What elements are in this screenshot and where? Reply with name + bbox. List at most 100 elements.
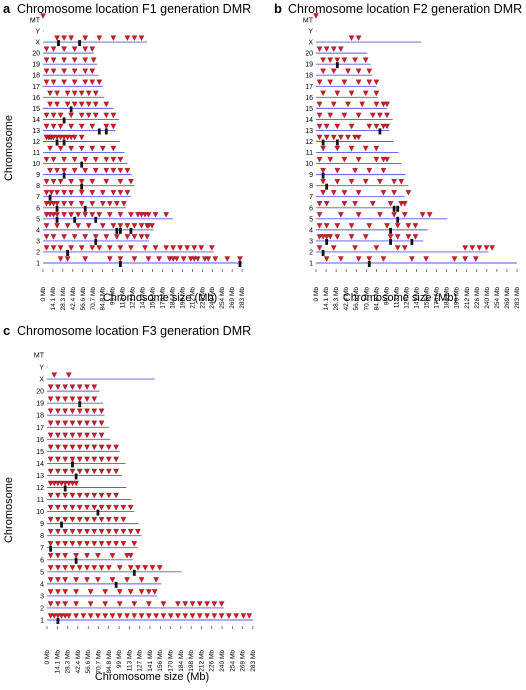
panel-a-x-axis-title: Chromosome size (Mb): [103, 292, 217, 304]
dmr-cluster-c-9-0: [60, 521, 63, 528]
dmr-marker-a-20-3: [71, 46, 78, 52]
dmr-marker-b-10-3: [355, 156, 362, 163]
dmr-marker-b-7-6: [405, 190, 412, 196]
dmr-marker-c-14-0: [47, 456, 54, 463]
dmr-marker-c-12-3: [58, 480, 65, 487]
dmr-marker-c-15-3: [69, 444, 76, 451]
dmr-marker-c-18-1: [55, 408, 61, 415]
dmr-marker-c-13-9: [113, 468, 119, 475]
dmr-marker-a-3-5: [92, 234, 99, 240]
dmr-cluster-c-1-0: [56, 618, 60, 624]
dmr-marker-c-2-6: [116, 601, 123, 607]
dmr-marker-c-1-19: [167, 613, 174, 619]
chromosome-label-a-3: 3: [36, 238, 40, 245]
dmr-marker-b-6-3: [352, 201, 358, 207]
dmr-marker-c-7-1: [55, 541, 61, 547]
dmr-marker-c-12-2: [55, 480, 61, 487]
chromosome-label-a-18: 18: [32, 73, 40, 80]
dmr-marker-c-1-8: [87, 613, 94, 619]
chromosome-label-c-14: 14: [36, 461, 44, 468]
chromosome-label-a-Y: Y: [35, 29, 40, 36]
dmr-marker-c-4-5: [95, 577, 101, 583]
dmr-marker-c-14-6: [91, 456, 98, 463]
x-tick-label-b-19: 269 Mb: [504, 287, 511, 309]
x-tick-label-b-9: 127 Mb: [403, 287, 410, 309]
dmr-marker-c-11-6: [91, 492, 98, 499]
dmr-marker-c-7-7: [98, 541, 105, 547]
dmr-marker-a-12-4: [50, 134, 57, 141]
dmr-marker-a-2-18: [208, 245, 215, 251]
dmr-marker-c-5-7: [98, 565, 105, 571]
dmr-marker-c-17-3: [69, 420, 76, 427]
dmr-marker-c-7-8: [105, 541, 112, 547]
dmr-marker-b-4-6: [394, 223, 401, 229]
dmr-marker-b-12-0: [316, 134, 323, 141]
dmr-marker-a-19-0: [43, 57, 50, 64]
dmr-marker-c-6-5: [95, 553, 101, 559]
dmr-marker-a-14-7: [103, 112, 110, 119]
dmr-cluster-a-13-1: [104, 128, 108, 135]
dmr-cluster-b-9-0: [321, 172, 325, 179]
dmr-marker-a-4-8: [124, 223, 131, 229]
chromosome-label-c-10: 10: [36, 509, 44, 516]
dmr-marker-a-1-1: [64, 256, 71, 262]
dmr-marker-a-7-0: [43, 190, 50, 196]
dmr-marker-c-8-12: [135, 529, 141, 535]
chromosome-label-c-20: 20: [36, 389, 44, 396]
x-tick-label-c-3: 42.4 Mb: [75, 650, 82, 674]
dmr-marker-c-7-10: [120, 541, 127, 547]
chromosome-label-b-8: 8: [309, 183, 313, 190]
dmr-marker-a-2-10: [142, 245, 148, 251]
x-tick-label-c-12: 170 Mb: [168, 650, 175, 672]
dmr-marker-b-13-3: [348, 123, 355, 130]
dmr-marker-b-5-1: [338, 212, 344, 218]
dmr-marker-b-5-6: [419, 212, 426, 218]
dmr-marker-a-11-3: [78, 145, 85, 152]
x-tick-label-c-16: 226 Mb: [209, 650, 216, 672]
dmr-cluster-a-12-0: [55, 139, 59, 146]
dmr-marker-b-14-1: [327, 112, 334, 119]
dmr-cluster-a-6-1: [83, 205, 87, 212]
dmr-cluster-a-5-2: [94, 216, 98, 223]
dmr-marker-a-6-11: [121, 201, 127, 207]
panel-c-x-axis-title: Chromosome size (Mb): [95, 671, 209, 683]
dmr-marker-a-8-6: [103, 179, 110, 185]
dmr-marker-b-14-5: [377, 112, 383, 119]
chromosome-label-c-11: 11: [37, 497, 44, 504]
dmr-marker-a-5-5: [68, 212, 74, 218]
dmr-marker-b-3-6: [362, 234, 369, 240]
x-tick-label-a-11: 156 Mb: [149, 287, 156, 309]
dmr-marker-a-12-7: [61, 134, 67, 141]
dmr-marker-c-15-7: [98, 444, 105, 451]
dmr-marker-c-9-9: [113, 516, 119, 523]
panel-c-letter: c: [3, 323, 10, 338]
chromosome-label-b-19: 19: [305, 62, 313, 69]
dmr-marker-c-10-11: [127, 504, 134, 511]
dmr-marker-a-X-6: [124, 35, 131, 41]
dmr-marker-a-2-4: [78, 245, 85, 251]
dmr-marker-a-18-0: [43, 68, 50, 75]
dmr-marker-a-X-2: [68, 35, 74, 41]
dmr-marker-a-7-9: [117, 190, 124, 196]
x-tick-label-c-5: 70.7 Mb: [95, 650, 102, 674]
dmr-marker-a-15-5: [85, 101, 92, 108]
dmr-marker-b-1-2: [355, 256, 362, 262]
x-tick-label-a-14: 198 Mb: [179, 287, 186, 309]
dmr-cluster-a-1-0: [118, 261, 122, 267]
dmr-marker-a-7-3: [61, 190, 67, 196]
chromosome-label-b-2: 2: [309, 249, 313, 256]
dmr-marker-a-13-0: [43, 123, 50, 130]
dmr-cluster-c-5-0: [132, 569, 136, 576]
dmr-cluster-b-13-0: [378, 128, 382, 135]
x-tick-label-b-16: 226 Mb: [474, 287, 481, 309]
dmr-marker-b-15-1: [330, 101, 337, 108]
chromosome-label-c-2: 2: [40, 605, 44, 612]
dmr-marker-b-19-3: [341, 57, 348, 64]
dmr-marker-c-8-1: [55, 529, 61, 535]
dmr-marker-a-2-0: [43, 245, 50, 251]
panel-a: a Chromosome location F1 generation DMR …: [3, 1, 251, 311]
dmr-marker-a-2-1: [50, 245, 57, 251]
dmr-marker-b-18-2: [345, 68, 351, 75]
dmr-marker-b-4-2: [334, 223, 341, 229]
dmr-marker-a-14-3: [68, 112, 74, 119]
